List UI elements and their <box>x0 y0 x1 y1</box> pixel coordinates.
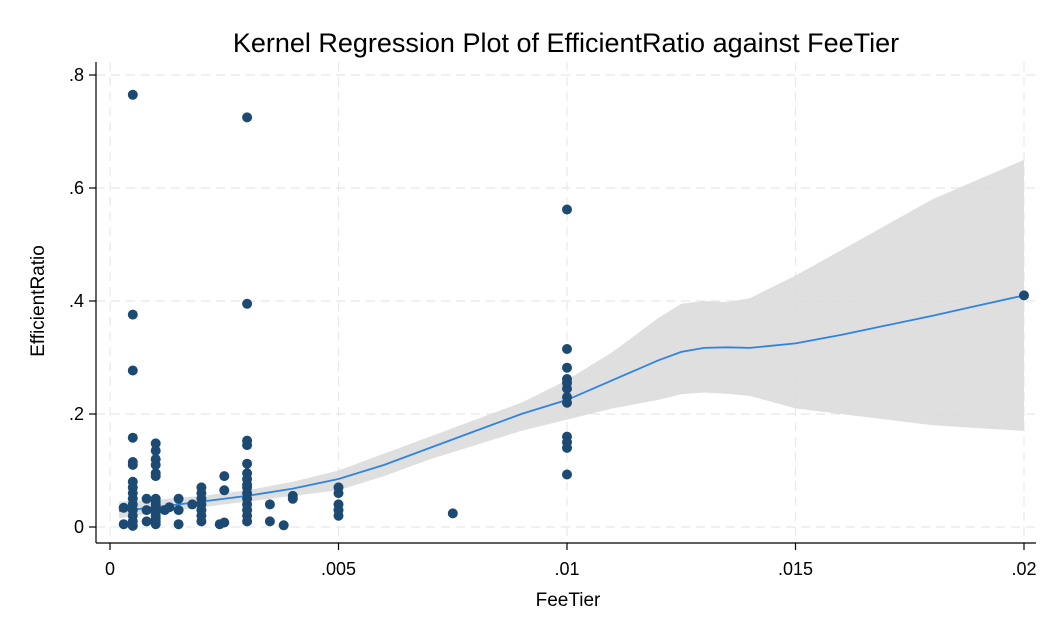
y-tick-label: 0 <box>74 517 84 537</box>
data-point <box>242 458 253 469</box>
x-tick-label: 0 <box>105 559 115 579</box>
data-point <box>219 471 230 482</box>
data-point <box>219 485 230 496</box>
data-point <box>127 432 138 443</box>
data-point <box>141 505 152 516</box>
data-point <box>242 516 253 527</box>
y-tick-label: .8 <box>69 65 84 85</box>
data-point <box>264 516 275 527</box>
grid-lines <box>96 62 1036 543</box>
x-axis-label: FeeTier <box>536 590 601 611</box>
data-point <box>562 469 572 480</box>
data-point <box>173 519 184 530</box>
y-tick-label: .4 <box>69 291 84 311</box>
x-tick-label: .015 <box>778 559 813 579</box>
y-tick-label: .6 <box>69 178 84 198</box>
data-point <box>562 362 572 373</box>
data-point <box>447 508 458 519</box>
x-tick-label: .005 <box>321 559 356 579</box>
tick-labels: 0 .005 .01 .015 .02 0 .2 .4 .6 .8 <box>69 65 1037 579</box>
confidence-band <box>119 159 1025 519</box>
data-point <box>118 502 129 513</box>
data-point <box>242 298 253 309</box>
x-tick-label: .02 <box>1011 559 1036 579</box>
chart-title: Kernel Regression Plot of EfficientRatio… <box>233 28 899 58</box>
data-point <box>141 493 152 504</box>
data-point <box>127 459 138 470</box>
data-point <box>219 517 230 528</box>
confidence-band-layer <box>119 159 1025 519</box>
data-point <box>127 520 138 531</box>
data-point <box>1019 290 1029 301</box>
fit-line-layer <box>119 294 1025 513</box>
axes <box>89 62 1036 550</box>
data-point <box>278 520 289 531</box>
data-point <box>287 493 298 504</box>
data-point <box>562 397 572 408</box>
fit-line <box>119 294 1025 513</box>
data-point <box>150 471 161 482</box>
data-point <box>141 516 152 527</box>
data-point <box>333 510 344 521</box>
y-axis-label: EfficientRatio <box>28 245 49 357</box>
data-point <box>150 438 161 449</box>
data-point <box>118 519 129 530</box>
data-point <box>173 505 184 516</box>
data-point <box>242 112 253 123</box>
data-point <box>150 519 161 530</box>
data-point <box>173 493 184 504</box>
data-point <box>562 204 572 215</box>
data-point <box>150 459 161 470</box>
data-point <box>127 309 138 320</box>
y-tick-label: .2 <box>69 404 84 424</box>
data-point <box>150 445 161 456</box>
data-point <box>562 344 572 354</box>
data-point <box>562 383 572 394</box>
data-point <box>187 499 198 510</box>
data-point <box>127 89 138 100</box>
data-point <box>164 502 175 513</box>
data-point <box>127 365 138 376</box>
data-point <box>264 499 275 510</box>
data-point <box>196 516 207 527</box>
x-tick-label: .01 <box>554 559 579 579</box>
data-point <box>242 440 253 451</box>
data-point <box>562 442 572 453</box>
data-point <box>333 488 344 499</box>
scatter-points <box>118 89 1029 531</box>
